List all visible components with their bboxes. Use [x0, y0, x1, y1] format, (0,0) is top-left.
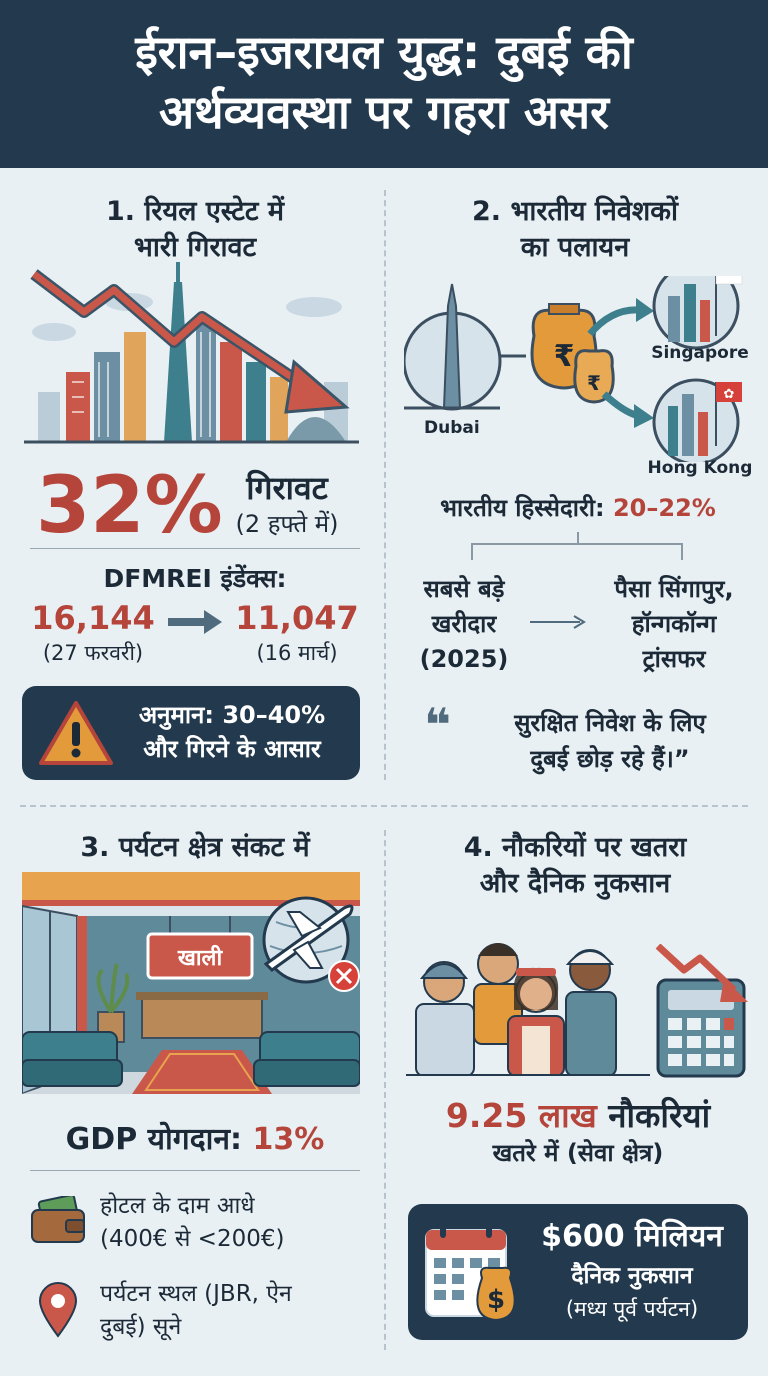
airplane-cancelled-icon [262, 896, 360, 992]
section1-title-line2: भारी गिरावट [133, 232, 257, 263]
calculator-falling-icon [654, 944, 754, 1080]
quote-text: सुरक्षित निवेश के लिए दुबई छोड़ रहे हैं।… [470, 705, 750, 777]
warning-box: अनुमान: 30–40% और गिरने के आसार [22, 686, 360, 780]
singapore-label: Singapore [651, 343, 749, 363]
index-to-value: 11,047 [235, 599, 359, 637]
dubai-label: Dubai [424, 418, 480, 438]
tourist-places-line1: पर्यटन स्थल (JBR, ऐन [100, 1281, 292, 1307]
drop-period: (2 हफ्ते में) [235, 510, 339, 538]
jobs-value: 9.25 लाख [445, 1096, 597, 1135]
biggest-buyers-line2: खरीदार [431, 610, 497, 638]
quote-line2: दुबई छोड़ रहे हैं।” [530, 745, 690, 773]
warning-triangle-icon [38, 700, 114, 766]
index-arrow-icon [168, 608, 224, 636]
location-pin-icon [38, 1282, 78, 1338]
tourist-places: पर्यटन स्थल (JBR, ऐन दुबई) सूने [100, 1278, 370, 1344]
page-header: ईरान–इजरायल युद्ध: दुबई की अर्थव्यवस्था … [0, 0, 768, 168]
page-title-line1: ईरान–इजरायल युद्ध: दुबई की [135, 25, 633, 79]
hotel-prices-line2: (400€ से <200€) [100, 1226, 285, 1252]
money-transfer-line3: ट्रांसफर [642, 645, 706, 673]
section2-title-line2: का पलायन [520, 232, 630, 263]
section2-title: 2. भारतीय निवेशकों का पलायन [400, 194, 750, 266]
biggest-buyers-line1: सबसे बड़े [423, 575, 505, 603]
svg-text:$: $ [487, 1285, 505, 1315]
jobs-sub: खतरे में (सेवा क्षेत्र) [492, 1139, 664, 1167]
warning-line1: अनुमान: 30–40% [138, 701, 326, 729]
calendar-money-icon: $ [424, 1222, 528, 1326]
hotel-prices-line1: होटल के दाम आधे [100, 1193, 255, 1219]
drop-label: गिरावट [246, 469, 328, 507]
loss-line3: (मध्य पूर्व पर्यटन) [565, 1297, 699, 1321]
index-from-date: (27 फरवरी) [42, 641, 144, 665]
section2-title-line1: 2. भारतीय निवेशकों [472, 196, 678, 227]
warning-line2: और गिरने के आसार [143, 735, 321, 763]
section4-title-line1: 4. नौकरियों पर खतरा [463, 832, 687, 863]
loss-line2: दैनिक नुकसान [571, 1263, 693, 1289]
rupee-money-bag-icon: ₹ ₹ [530, 303, 615, 404]
daily-loss-box: $ $600 मिलियन दैनिक नुकसान (मध्य पूर्व प… [408, 1204, 748, 1340]
money-transfer: पैसा सिंगापुर, हॉन्गकॉन्ग ट्रांसफर [586, 572, 762, 677]
section1-title: 1. रियल एस्टेट में भारी गिरावट [20, 194, 370, 266]
indian-share: भारतीय हिस्सेदारी: 20–22% [396, 490, 760, 526]
workers-group-icon [406, 930, 650, 1076]
svg-text:खाली: खाली [177, 944, 224, 971]
svg-text:₹: ₹ [554, 339, 575, 374]
empty-hotel-lobby: खाली [22, 872, 360, 1094]
index-label: DFMREI इंडेंक्स: [103, 564, 287, 593]
drop-percent: 32% [36, 461, 223, 551]
section1-title-line1: 1. रियल एस्टेट में [105, 196, 285, 227]
section4-title: 4. नौकरियों पर खतरा और दैनिक नुकसान [400, 830, 750, 902]
hongkong-label: Hong Kong [647, 458, 753, 478]
horizontal-divider [20, 805, 748, 807]
quote-mark-icon: ❝ [424, 698, 451, 752]
money-transfer-line1: पैसा सिंगापुर, [614, 575, 734, 603]
wallet-icon [30, 1196, 86, 1244]
hotel-prices: होटल के दाम आधे (400€ से <200€) [100, 1190, 370, 1256]
svg-text:✿: ✿ [724, 387, 735, 402]
jobs-label: नौकरियां [608, 1096, 711, 1135]
skyline-falling-illustration [24, 262, 359, 448]
investor-flow-illustration: ₹ ₹ ✿ [404, 276, 754, 462]
quote-line1: सुरक्षित निवेश के लिए [514, 709, 706, 737]
tourist-places-line2: दुबई) सूने [100, 1314, 182, 1340]
share-value: 20–22% [612, 494, 716, 522]
gdp-contribution: GDP योगदान: 13% [20, 1120, 370, 1160]
section1-rule [30, 548, 360, 549]
loss-value: $600 मिलियन [541, 1219, 723, 1254]
money-transfer-line2: हॉन्गकॉन्ग [631, 610, 717, 638]
biggest-buyers-line3: (2025) [419, 645, 509, 673]
page-title-line2: अर्थव्यवस्था पर गहरा असर [159, 85, 609, 139]
index-from-value: 16,144 [31, 599, 155, 637]
section3-title: 3. पर्यटन क्षेत्र संकट में [80, 832, 310, 863]
index-to-date: (16 मार्च) [256, 641, 338, 665]
share-bracket [400, 532, 760, 562]
gdp-label: GDP योगदान: [65, 1122, 243, 1157]
vertical-divider-top [384, 190, 386, 780]
svg-text:₹: ₹ [587, 371, 601, 395]
section3-rule [30, 1170, 360, 1171]
gdp-value: 13% [252, 1122, 325, 1157]
vertical-divider-bottom [384, 830, 386, 1350]
share-label: भारतीय हिस्सेदारी: [440, 494, 605, 522]
transfer-arrow-icon [530, 612, 590, 632]
jobs-at-risk: 9.25 लाख नौकरियां [396, 1094, 760, 1138]
section4-title-line2: और दैनिक नुकसान [479, 868, 671, 899]
biggest-buyers: सबसे बड़े खरीदार (2025) [404, 572, 524, 677]
